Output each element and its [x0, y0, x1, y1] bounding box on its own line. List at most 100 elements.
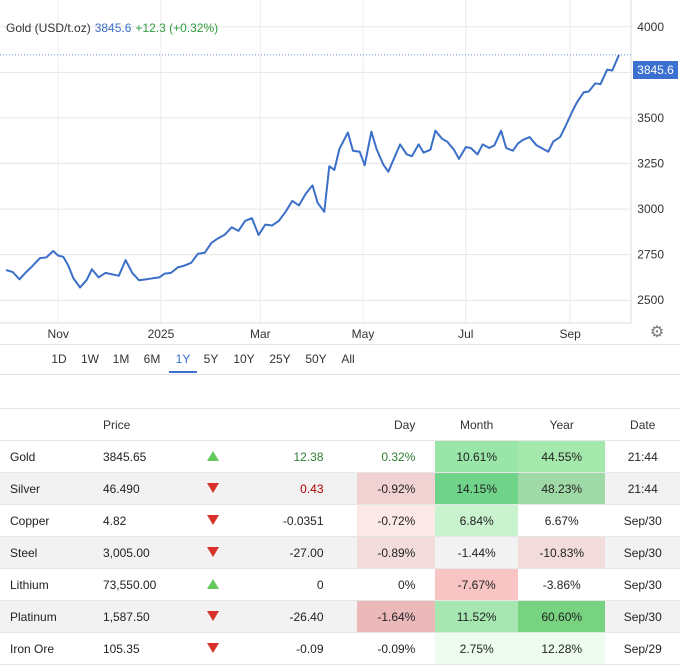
- commodity-month-pct: 2.75%: [435, 632, 518, 665]
- x-tick-label: Sep: [559, 327, 581, 341]
- col-year-header[interactable]: Year: [517, 408, 606, 441]
- col-change-header: [267, 408, 357, 441]
- last-price-tag: 3845.6: [633, 61, 678, 79]
- gold-price-series-line: [5, 54, 620, 289]
- commodity-price: 3845.65: [102, 440, 208, 473]
- range-1w[interactable]: 1W: [81, 352, 99, 366]
- table-row[interactable]: Lithium 73,550.00 0 0% -7.67% -3.86% Sep/30: [0, 568, 680, 601]
- range-1y[interactable]: 1Y: [169, 345, 197, 373]
- x-tick-label: May: [352, 327, 375, 341]
- x-tick-label: 2025: [148, 327, 175, 341]
- direction-cell: [207, 600, 268, 633]
- range-10y[interactable]: 10Y: [233, 352, 255, 366]
- commodity-date: Sep/30: [605, 568, 680, 601]
- y-tick-label: 3500: [637, 111, 664, 125]
- chart-header: Gold (USD/t.oz) 3845.6 +12.3 (+0.32%): [6, 21, 218, 35]
- commodity-year-pct: 60.60%: [517, 600, 606, 633]
- commodity-year-pct: 6.67%: [517, 504, 606, 537]
- commodities-table: Price Day Month Year Date Gold 3845.65 12.…: [0, 408, 680, 665]
- triangle-down-icon: [207, 610, 220, 621]
- commodity-month-pct: 10.61%: [435, 440, 518, 473]
- commodity-price: 3,005.00: [102, 536, 208, 569]
- gear-icon[interactable]: ⚙: [649, 324, 665, 341]
- commodity-price: 73,550.00: [102, 568, 208, 601]
- commodity-day-pct: -0.72%: [356, 504, 436, 537]
- commodity-date: 21:44: [605, 440, 680, 473]
- triangle-down-icon: [207, 482, 220, 493]
- chart-change: +12.3 (+0.32%): [135, 21, 219, 35]
- price-chart-svg[interactable]: 2500275030003250350037504000Nov2025MarMa…: [0, 0, 680, 344]
- commodity-day-pct: 0%: [356, 568, 436, 601]
- commodity-date: Sep/30: [605, 536, 680, 569]
- commodity-name[interactable]: Steel: [0, 536, 103, 569]
- range-6m[interactable]: 6M: [143, 352, 161, 366]
- direction-cell: [207, 472, 268, 505]
- triangle-down-icon: [207, 514, 220, 525]
- y-tick-label: 3000: [637, 202, 664, 216]
- commodity-day-pct: 0.32%: [356, 440, 436, 473]
- commodity-change: -26.40: [267, 600, 357, 633]
- commodity-change: 12.38: [267, 440, 357, 473]
- commodity-date: 21:44: [605, 472, 680, 505]
- commodity-year-pct: 12.28%: [517, 632, 606, 665]
- direction-cell: [207, 504, 268, 537]
- commodity-price: 46.490: [102, 472, 208, 505]
- chart-price: 3845.6: [94, 21, 132, 35]
- commodity-month-pct: 14.15%: [435, 472, 518, 505]
- commodity-month-pct: 6.84%: [435, 504, 518, 537]
- table-row[interactable]: Silver 46.490 0.43 -0.92% 14.15% 48.23% 21:44: [0, 472, 680, 505]
- commodity-change: -0.0351: [267, 504, 357, 537]
- commodity-month-pct: -7.67%: [435, 568, 518, 601]
- range-25y[interactable]: 25Y: [269, 352, 291, 366]
- y-tick-label: 2750: [637, 248, 664, 262]
- col-name-header: [0, 408, 103, 441]
- direction-cell: [207, 632, 268, 665]
- commodity-year-pct: 44.55%: [517, 440, 606, 473]
- col-day-header[interactable]: Day: [356, 408, 436, 441]
- table-header-row: Price Day Month Year Date: [0, 408, 680, 441]
- direction-cell: [207, 536, 268, 569]
- commodity-change: 0.43: [267, 472, 357, 505]
- y-tick-label: 4000: [637, 20, 664, 34]
- col-price-header[interactable]: Price: [102, 408, 208, 441]
- commodity-year-pct: 48.23%: [517, 472, 606, 505]
- commodity-name[interactable]: Silver: [0, 472, 103, 505]
- commodity-day-pct: -0.92%: [356, 472, 436, 505]
- x-tick-label: Mar: [250, 327, 271, 341]
- range-all[interactable]: All: [341, 352, 355, 366]
- table-row[interactable]: Steel 3,005.00 -27.00 -0.89% -1.44% -10.83% Se…: [0, 536, 680, 569]
- commodity-date: Sep/30: [605, 504, 680, 537]
- table-row[interactable]: Platinum 1,587.50 -26.40 -1.64% 11.52% 60.60%…: [0, 600, 680, 633]
- range-5y[interactable]: 5Y: [203, 352, 219, 366]
- table-row[interactable]: Copper 4.82 -0.0351 -0.72% 6.84% 6.67% Sep/30: [0, 504, 680, 537]
- triangle-down-icon: [207, 642, 220, 653]
- range-1m[interactable]: 1M: [112, 352, 130, 366]
- commodity-change: -27.00: [267, 536, 357, 569]
- range-selector: 1D 1W 1M 6M 1Y 5Y 10Y 25Y 50Y All: [0, 344, 680, 375]
- table-row[interactable]: Gold 3845.65 12.38 0.32% 10.61% 44.55% 21:44: [0, 440, 680, 473]
- commodity-price: 4.82: [102, 504, 208, 537]
- commodity-day-pct: -0.09%: [356, 632, 436, 665]
- triangle-up-icon: [207, 450, 220, 461]
- commodity-name[interactable]: Lithium: [0, 568, 103, 601]
- col-date-header: Date: [605, 408, 680, 441]
- commodity-day-pct: -0.89%: [356, 536, 436, 569]
- commodity-name[interactable]: Gold: [0, 440, 103, 473]
- commodity-name[interactable]: Copper: [0, 504, 103, 537]
- commodity-name[interactable]: Platinum: [0, 600, 103, 633]
- y-tick-label: 2500: [637, 293, 664, 307]
- commodity-year-pct: -3.86%: [517, 568, 606, 601]
- range-50y[interactable]: 50Y: [305, 352, 327, 366]
- col-arrow-header: [207, 408, 268, 441]
- price-chart[interactable]: 2500275030003250350037504000Nov2025MarMa…: [0, 0, 680, 344]
- x-tick-label: Jul: [458, 327, 473, 341]
- commodity-change: -0.09: [267, 632, 357, 665]
- range-1d[interactable]: 1D: [51, 352, 67, 366]
- commodity-name[interactable]: Iron Ore: [0, 632, 103, 665]
- col-month-header[interactable]: Month: [435, 408, 518, 441]
- x-tick-label: Nov: [48, 327, 69, 341]
- triangle-down-icon: [207, 546, 220, 557]
- commodity-month-pct: 11.52%: [435, 600, 518, 633]
- table-row[interactable]: Iron Ore 105.35 -0.09 -0.09% 2.75% 12.28% Sep/…: [0, 632, 680, 665]
- direction-cell: [207, 440, 268, 473]
